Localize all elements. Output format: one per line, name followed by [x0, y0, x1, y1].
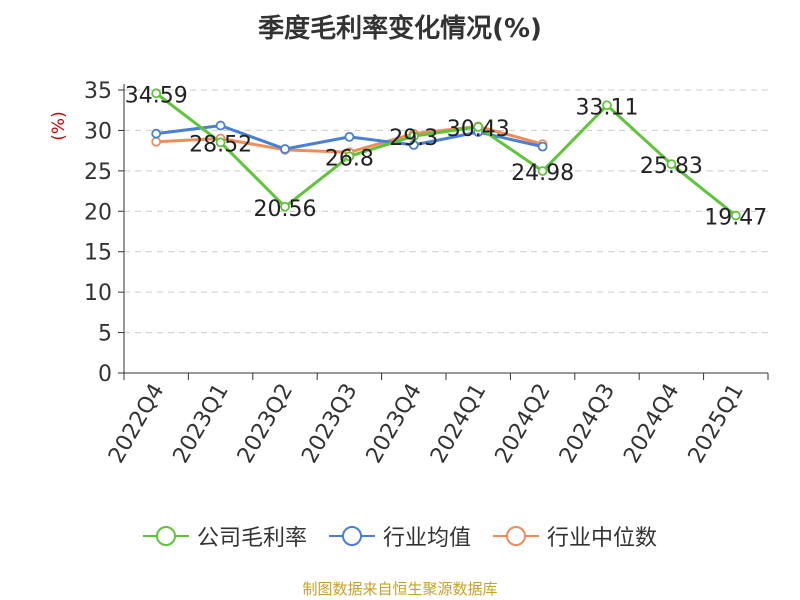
y-tick-label: 5 — [98, 322, 112, 347]
y-tick-label: 20 — [84, 200, 112, 225]
data-label: 29.3 — [389, 126, 438, 151]
data-label: 25.83 — [640, 154, 703, 179]
data-label: 33.11 — [576, 95, 639, 120]
data-label: 26.8 — [325, 146, 374, 171]
data-point — [151, 136, 162, 147]
legend-marker-industry-mean — [328, 526, 375, 546]
legend-label-industry-median: 行业中位数 — [547, 526, 658, 551]
data-label: 28.52 — [189, 132, 252, 157]
legend-label-industry-mean: 行业均值 — [382, 526, 471, 551]
legend: 公司毛利率 行业均值 行业中位数 — [0, 520, 800, 552]
y-tick-label: 25 — [84, 160, 112, 185]
x-tick-label: 2023Q4 — [362, 380, 427, 468]
data-point — [280, 201, 290, 212]
legend-item-industry-median[interactable]: 行业中位数 — [493, 520, 657, 552]
x-tick-label: 2024Q3 — [555, 380, 620, 468]
data-point — [280, 144, 290, 154]
chart-title: 季度毛利率变化情况(%) — [258, 14, 542, 44]
legend-marker-company — [142, 526, 189, 546]
x-tick-label: 2022Q4 — [104, 380, 169, 468]
data-label: 19.47 — [704, 206, 767, 231]
legend-marker-industry-median — [493, 526, 539, 546]
data-label: 34.59 — [125, 83, 188, 108]
y-tick-label: 15 — [84, 241, 112, 266]
source-note: 制图数据来自恒生聚源数据库 — [302, 580, 498, 598]
data-point — [537, 141, 548, 152]
data-point — [344, 131, 355, 142]
x-tick-label: 2025Q1 — [684, 380, 749, 468]
y-tick-label: 35 — [84, 79, 112, 104]
data-label: 24.98 — [511, 161, 574, 186]
x-tick-label: 2024Q4 — [619, 380, 684, 468]
data-point — [344, 151, 355, 162]
data-point — [215, 137, 226, 148]
data-label: 30.43 — [447, 117, 510, 142]
data-point — [151, 88, 162, 99]
x-tick-label: 2023Q1 — [168, 380, 233, 468]
x-tick-label: 2024Q2 — [490, 380, 555, 468]
data-point — [666, 159, 677, 170]
data-point — [602, 100, 612, 111]
x-tick-label: 2023Q2 — [233, 380, 298, 468]
data-point — [537, 166, 548, 176]
data-point — [730, 210, 741, 221]
data-point — [151, 128, 162, 139]
data-point — [215, 120, 226, 131]
legend-item-company[interactable]: 公司毛利率 — [142, 520, 307, 552]
x-tick-label: 2023Q3 — [297, 380, 362, 468]
data-label: 20.56 — [254, 197, 317, 222]
legend-label-company: 公司毛利率 — [196, 526, 307, 551]
y-tick-label: 0 — [98, 362, 112, 387]
y-axis-label: (%) — [49, 111, 69, 140]
legend-item-industry-mean[interactable]: 行业均值 — [328, 520, 471, 552]
data-point — [408, 131, 419, 141]
x-tick-label: 2024Q1 — [426, 380, 491, 468]
series-line — [155, 92, 737, 217]
y-tick-label: 30 — [84, 119, 112, 144]
data-point — [473, 122, 484, 132]
y-tick-label: 10 — [84, 281, 112, 306]
